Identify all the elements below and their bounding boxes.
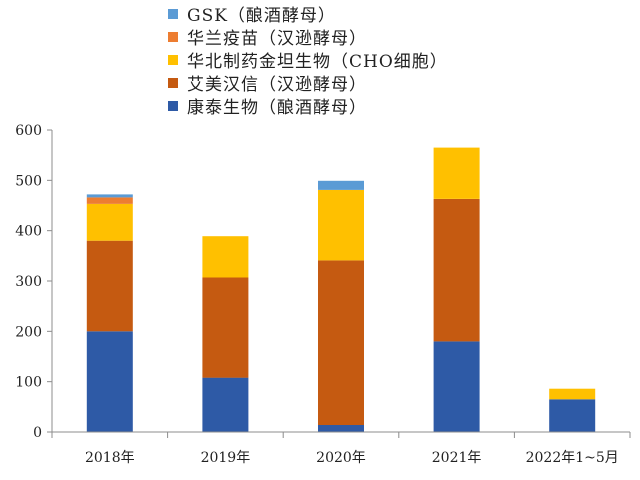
legend-swatch <box>168 77 178 88</box>
chart-legend: GSK（酿酒酵母） 华兰疫苗（汉逊酵母） 华北制药金坦生物（CHO细胞） 艾美汉信（汉… <box>168 2 448 118</box>
x-tick-label: 2022年1~5月 <box>526 450 619 466</box>
bar-segment <box>86 197 133 204</box>
legend-label: 华北制药金坦生物（CHO细胞） <box>187 52 448 72</box>
legend-label: 康泰生物（酿酒酵母） <box>187 98 367 118</box>
bar-segment <box>202 277 249 378</box>
y-tick-label: 200 <box>15 324 42 340</box>
bar-segment <box>549 388 596 400</box>
bar-segment <box>86 204 133 241</box>
y-tick-label: 300 <box>15 274 42 290</box>
bar-segment <box>86 240 133 332</box>
legend-label: 艾美汉信（汉逊酵母） <box>187 75 367 95</box>
bars-layer <box>86 147 596 432</box>
legend-swatch <box>168 54 178 65</box>
bar-segment <box>433 341 480 432</box>
x-tick-label: 2020年 <box>316 450 366 466</box>
bar-segment <box>318 260 364 425</box>
bar-segment <box>318 425 364 432</box>
legend-item: GSK（酿酒酵母） <box>168 2 448 26</box>
legend-item: 艾美汉信（汉逊酵母） <box>168 71 448 95</box>
legend-item: 华北制药金坦生物（CHO细胞） <box>168 48 448 72</box>
x-tick-label: 2021年 <box>432 450 482 466</box>
y-tick-label: 500 <box>15 173 42 189</box>
bar-segment <box>202 236 249 278</box>
bar-segment <box>318 180 364 190</box>
legend-swatch <box>168 8 178 19</box>
y-tick-label: 100 <box>15 375 42 391</box>
bar-segment <box>86 194 133 198</box>
legend-label: 华兰疫苗（汉逊酵母） <box>187 29 367 49</box>
y-tick-label: 400 <box>15 224 42 240</box>
legend-item: 康泰生物（酿酒酵母） <box>168 94 448 118</box>
bar-segment <box>549 399 596 432</box>
y-tick-label: 600 <box>15 123 42 139</box>
legend-swatch <box>168 100 178 111</box>
x-tick-label: 2018年 <box>85 450 135 466</box>
legend-item: 华兰疫苗（汉逊酵母） <box>168 25 448 49</box>
y-tick-label: 0 <box>33 425 42 441</box>
bar-segment <box>86 331 133 432</box>
bar-segment <box>202 377 249 432</box>
bar-segment <box>433 199 480 342</box>
legend-swatch <box>168 31 178 42</box>
bar-segment <box>318 189 364 261</box>
bar-segment <box>433 147 480 199</box>
axes-layer: 0 100 200 300 400 500 600 2018年 2019年 2020年 2021年 2… <box>15 123 631 466</box>
x-tick-label: 2019年 <box>201 450 251 466</box>
legend-label: GSK（酿酒酵母） <box>187 6 336 26</box>
